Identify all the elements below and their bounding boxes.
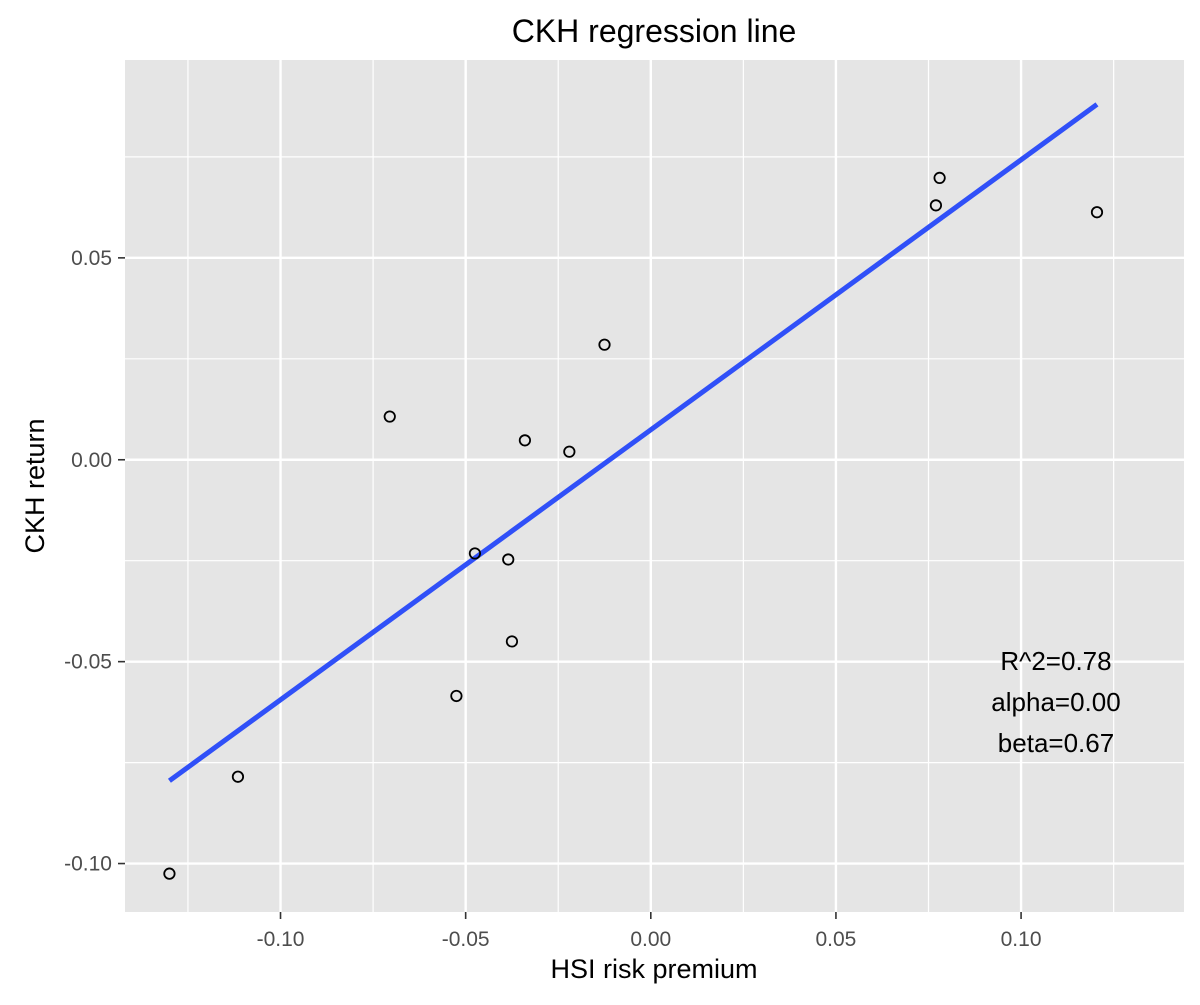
- x-tick-label: 0.10: [1001, 928, 1042, 951]
- data-point: [450, 689, 463, 703]
- x-axis-title: HSI risk premium: [550, 954, 757, 984]
- data-point: [502, 553, 515, 566]
- x-tick-label: 0.00: [630, 928, 671, 951]
- regression-stats: R^2=0.78 alpha=0.00 beta=0.67: [991, 646, 1120, 758]
- data-point: [1090, 206, 1104, 219]
- data-point: [231, 770, 245, 783]
- r-squared-label: R^2=0.78: [1000, 646, 1111, 676]
- data-point: [468, 547, 482, 560]
- data-point: [505, 635, 519, 648]
- x-tick-label: -0.10: [257, 928, 305, 951]
- y-axis-ticks: -0.10 -0.05 0.00 0.05: [64, 247, 125, 876]
- plot-panel-background: [125, 60, 1184, 912]
- y-axis-title: CKH return: [20, 418, 50, 553]
- x-tick-label: -0.05: [442, 928, 490, 951]
- alpha-label: alpha=0.00: [991, 687, 1120, 717]
- data-point: [598, 338, 611, 351]
- y-tick-label: -0.05: [64, 651, 112, 674]
- y-tick-label: 0.00: [71, 449, 112, 472]
- y-tick-label: -0.10: [64, 853, 112, 876]
- beta-label: beta=0.67: [998, 728, 1114, 758]
- data-point: [933, 171, 946, 185]
- regression-line: [167, 102, 1099, 783]
- y-tick-label: 0.05: [71, 247, 112, 270]
- x-tick-label: 0.05: [815, 928, 856, 951]
- data-point: [163, 867, 176, 880]
- minor-gridlines: [125, 60, 1184, 912]
- data-points: [163, 171, 1104, 880]
- data-point: [563, 445, 576, 458]
- major-gridlines: [125, 60, 1184, 912]
- regression-line-group: [167, 102, 1099, 783]
- x-axis-ticks: -0.10 -0.05 0.00 0.05 0.10: [257, 912, 1042, 951]
- chart-title: CKH regression line: [512, 13, 797, 49]
- data-point: [518, 434, 532, 447]
- data-point: [383, 410, 396, 423]
- data-point: [929, 199, 943, 212]
